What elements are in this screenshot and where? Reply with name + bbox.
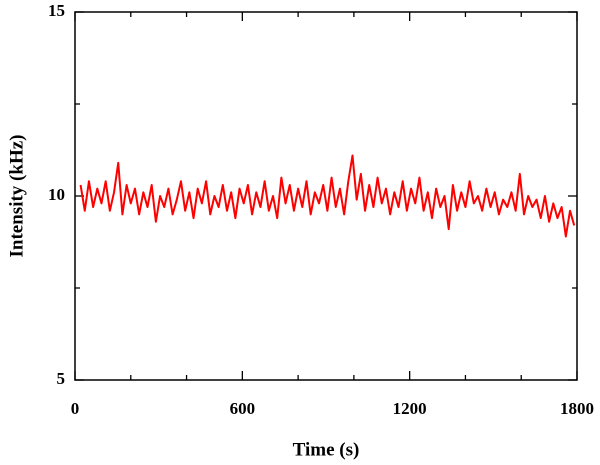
x-axis-label: Time (s) — [293, 439, 360, 460]
y-tick-label: 5 — [57, 369, 66, 388]
y-tick-label: 10 — [48, 185, 65, 204]
x-tick-label: 1800 — [560, 399, 594, 418]
x-tick-label: 600 — [230, 399, 256, 418]
data-line — [79, 154, 576, 238]
x-tick-label: 0 — [71, 399, 80, 418]
x-tick-label: 1200 — [393, 399, 427, 418]
y-axis-label: Intensity (kHz) — [6, 135, 27, 258]
y-tick-label: 15 — [48, 1, 65, 20]
